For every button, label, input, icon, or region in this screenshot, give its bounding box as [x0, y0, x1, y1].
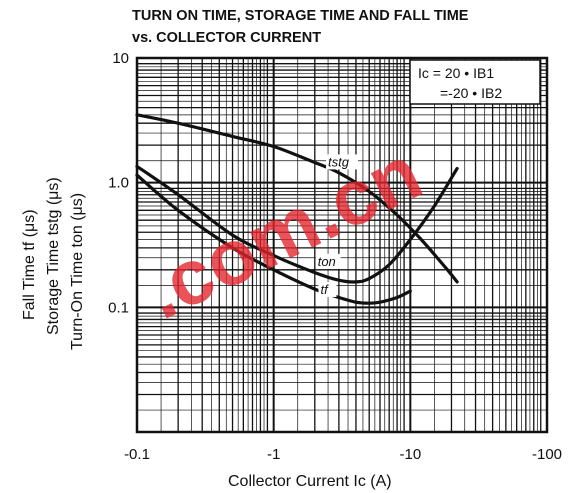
plot-frame [135, 56, 549, 434]
legend-line-2: =-20 • IB2 [440, 85, 502, 101]
series-label-tstg: tstg [328, 154, 350, 169]
x-tick-label: -1 [267, 446, 280, 463]
chart-title-line2: vs. COLLECTOR CURRENT [132, 30, 321, 46]
series-label-bg [318, 281, 337, 297]
series-label-bg [326, 154, 359, 170]
ylabel-turn-on-time: Turn-On Time ton (μs) [69, 193, 86, 350]
series-label-ton: ton [318, 254, 336, 269]
y-tick-label: 1.0 [108, 175, 129, 192]
ylabel-fall-time: Fall Time tf (μs) [21, 209, 38, 320]
x-tick-label: -100 [532, 446, 562, 463]
chart-title-line1: TURN ON TIME, STORAGE TIME AND FALL TIME [132, 8, 469, 24]
series-line-tstg [135, 113, 459, 284]
series-label-bg [315, 253, 341, 269]
y-tick-label: 10 [112, 50, 129, 67]
ylabel-storage-time: Storage Time tstg (μs) [45, 177, 62, 335]
series-label-tf: tf [320, 282, 329, 297]
x-tick-label: -10 [399, 446, 421, 463]
legend-line-1: Ic = 20 • IB1 [418, 65, 494, 81]
plot-area: tstg ton tf [135, 56, 549, 434]
x-tick-label: -0.1 [124, 446, 150, 463]
series-line-ton [135, 164, 459, 284]
xlabel: Collector Current Ic (A) [228, 473, 392, 490]
legend-box [409, 59, 541, 105]
y-tick-label: 0.1 [108, 299, 129, 316]
series-line-tf [135, 173, 412, 305]
